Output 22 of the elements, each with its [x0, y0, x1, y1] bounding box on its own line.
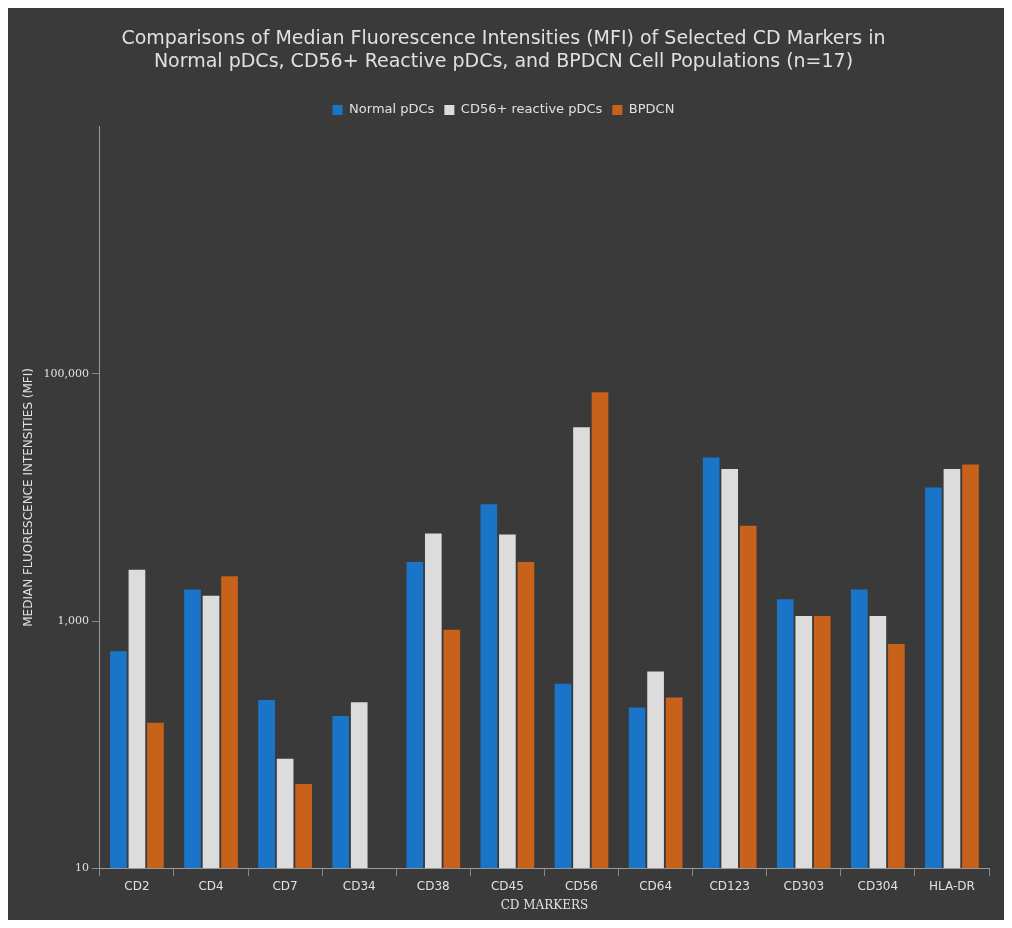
- y-axis-title: MEDIAN FLUORESCENCE INTENSITIES (MFI): [21, 368, 36, 627]
- x-tick-label: HLA-DR: [929, 878, 975, 893]
- x-tick-label: CD38: [416, 878, 450, 893]
- x-tick-label: CD4: [198, 878, 224, 893]
- legend-label: Normal pDCs: [349, 101, 435, 117]
- x-tick-label: CD34: [342, 878, 376, 893]
- text: Comparisons of Median Fluorescence Intensities (MFI) of Selected CD Markers in: [121, 26, 886, 49]
- y-tick-label: 1,000: [57, 613, 89, 627]
- legend-label: BPDCN: [628, 101, 675, 117]
- x-tick-label: CD123: [709, 878, 750, 893]
- y-tick-label: 10: [74, 861, 89, 875]
- x-tick-label: CD304: [857, 878, 899, 893]
- x-tick-label: CD2: [124, 878, 150, 893]
- text: Normal pDCs, CD56+ Reactive pDCs, and BPDCN Cell Populations (n=17): [153, 49, 854, 72]
- legend-label: CD56+ reactive pDCs: [460, 101, 603, 117]
- y-tick-label: 100,000: [43, 366, 89, 380]
- x-tick-label: CD56: [565, 878, 598, 893]
- x-axis-title: CD MARKERS: [500, 897, 589, 912]
- x-tick-label: CD45: [490, 878, 524, 893]
- x-tick-label: CD303: [783, 878, 825, 893]
- x-tick-label: CD7: [272, 878, 298, 893]
- x-tick-label: CD64: [639, 878, 673, 893]
